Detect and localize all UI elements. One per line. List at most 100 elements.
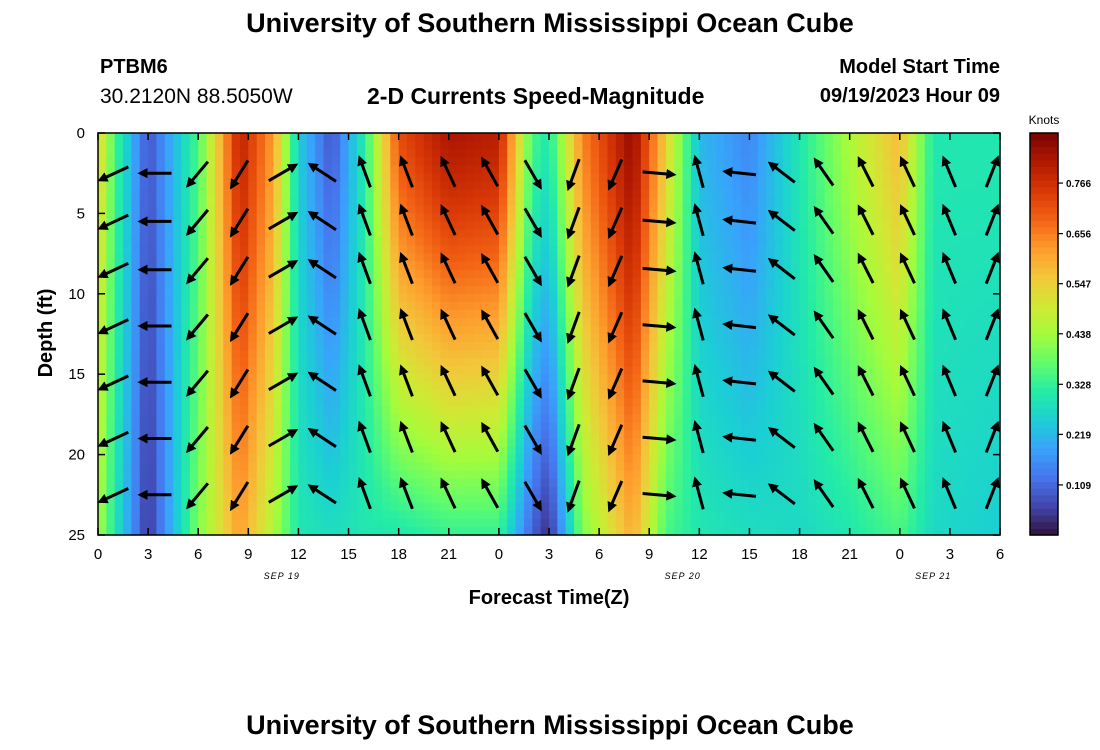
heatmap-cell bbox=[114, 293, 124, 303]
heatmap-cell bbox=[239, 309, 249, 319]
heatmap-cell bbox=[373, 358, 383, 367]
heatmap-cell bbox=[290, 141, 300, 150]
heatmap-cell bbox=[624, 181, 634, 190]
heatmap-cell bbox=[690, 245, 700, 255]
heatmap-cell bbox=[766, 518, 776, 528]
heatmap-cell bbox=[615, 141, 625, 150]
heatmap-cell bbox=[457, 414, 467, 424]
heatmap-cell bbox=[356, 494, 366, 504]
heatmap-cell bbox=[891, 269, 901, 279]
heatmap-cell bbox=[123, 181, 133, 190]
heatmap-cell bbox=[574, 245, 584, 255]
heatmap-cell bbox=[98, 301, 107, 311]
heatmap-cell bbox=[741, 470, 751, 480]
heatmap-cell bbox=[231, 350, 241, 359]
heatmap-cell bbox=[766, 446, 776, 456]
heatmap-cell bbox=[883, 350, 893, 359]
heatmap-cell bbox=[148, 189, 158, 198]
heatmap-cell bbox=[549, 470, 558, 480]
heatmap-cell bbox=[874, 494, 884, 504]
heatmap-cell bbox=[156, 245, 166, 255]
heatmap-cell bbox=[607, 189, 617, 198]
heatmap-cell bbox=[824, 229, 834, 239]
heatmap-cell bbox=[507, 374, 517, 383]
heatmap-cell bbox=[198, 181, 208, 190]
heatmap-cell bbox=[724, 301, 734, 311]
heatmap-cell bbox=[690, 269, 700, 279]
heatmap-cell bbox=[665, 165, 675, 174]
heatmap-cell bbox=[223, 398, 233, 407]
heatmap-cells bbox=[98, 133, 1001, 536]
heatmap-cell bbox=[164, 526, 174, 536]
heatmap-cell bbox=[98, 309, 107, 319]
heatmap-cell bbox=[373, 390, 383, 399]
heatmap-cell bbox=[716, 454, 725, 464]
heatmap-cell bbox=[858, 237, 867, 247]
heatmap-cell bbox=[824, 518, 834, 528]
heatmap-cell bbox=[699, 141, 709, 150]
heatmap-cell bbox=[231, 197, 241, 206]
heatmap-cell bbox=[515, 197, 525, 206]
heatmap-cell bbox=[899, 526, 909, 536]
heatmap-cell bbox=[557, 181, 567, 190]
heatmap-cell bbox=[306, 141, 316, 150]
heatmap-cell bbox=[490, 133, 500, 142]
heatmap-cell bbox=[590, 309, 600, 319]
heatmap-cell bbox=[432, 334, 442, 343]
heatmap-cell bbox=[699, 317, 709, 327]
heatmap-cell bbox=[899, 141, 909, 150]
heatmap-cell bbox=[156, 446, 166, 456]
heatmap-cell bbox=[290, 309, 300, 319]
heatmap-cell bbox=[114, 430, 124, 440]
heatmap-cell bbox=[665, 237, 675, 247]
heatmap-cell bbox=[849, 205, 859, 214]
heatmap-cell bbox=[707, 350, 717, 359]
heatmap-cell bbox=[340, 245, 350, 255]
heatmap-cell bbox=[632, 189, 642, 198]
heatmap-cell bbox=[766, 462, 776, 472]
heatmap-cell bbox=[916, 301, 926, 311]
heatmap-cell bbox=[365, 438, 375, 448]
heatmap-cell bbox=[690, 197, 700, 206]
heatmap-cell bbox=[891, 141, 901, 150]
heatmap-cell bbox=[532, 253, 542, 263]
heatmap-cell bbox=[924, 406, 934, 415]
heatmap-cell bbox=[457, 486, 467, 496]
heatmap-cell bbox=[273, 510, 283, 520]
heatmap-cell bbox=[348, 478, 358, 488]
heatmap-cell bbox=[164, 237, 174, 247]
heatmap-cell bbox=[824, 350, 834, 359]
heatmap-cell bbox=[557, 366, 567, 375]
heatmap-cell bbox=[883, 502, 893, 512]
heatmap-cell bbox=[523, 366, 533, 375]
heatmap-cell bbox=[348, 390, 358, 399]
heatmap-cell bbox=[774, 229, 784, 239]
heatmap-cell bbox=[323, 237, 333, 247]
heatmap-cell bbox=[390, 478, 400, 488]
heatmap-cell bbox=[565, 141, 575, 150]
heatmap-cell bbox=[532, 149, 542, 158]
heatmap-cell bbox=[164, 309, 174, 319]
heatmap-cell bbox=[106, 382, 116, 391]
heatmap-cell bbox=[390, 518, 400, 528]
heatmap-cell bbox=[465, 237, 475, 247]
heatmap-cell bbox=[624, 261, 634, 271]
heatmap-cell bbox=[557, 205, 567, 214]
heatmap-cell bbox=[816, 494, 826, 504]
heatmap-cell bbox=[523, 213, 533, 223]
heatmap-cell bbox=[640, 486, 650, 496]
heatmap-cell bbox=[549, 221, 558, 231]
heatmap-cell bbox=[849, 157, 859, 166]
heatmap-cell bbox=[582, 382, 592, 391]
heatmap-cell bbox=[682, 334, 692, 343]
heatmap-cell bbox=[924, 462, 934, 472]
heatmap-cell bbox=[131, 374, 141, 383]
heatmap-cell bbox=[348, 149, 358, 158]
heatmap-cell bbox=[248, 165, 258, 174]
heatmap-cell bbox=[131, 205, 141, 214]
heatmap-cell bbox=[423, 293, 433, 303]
heatmap-cell bbox=[256, 334, 266, 343]
heatmap-cell bbox=[674, 510, 684, 520]
heatmap-cell bbox=[707, 518, 717, 528]
heatmap-cell bbox=[732, 301, 742, 311]
